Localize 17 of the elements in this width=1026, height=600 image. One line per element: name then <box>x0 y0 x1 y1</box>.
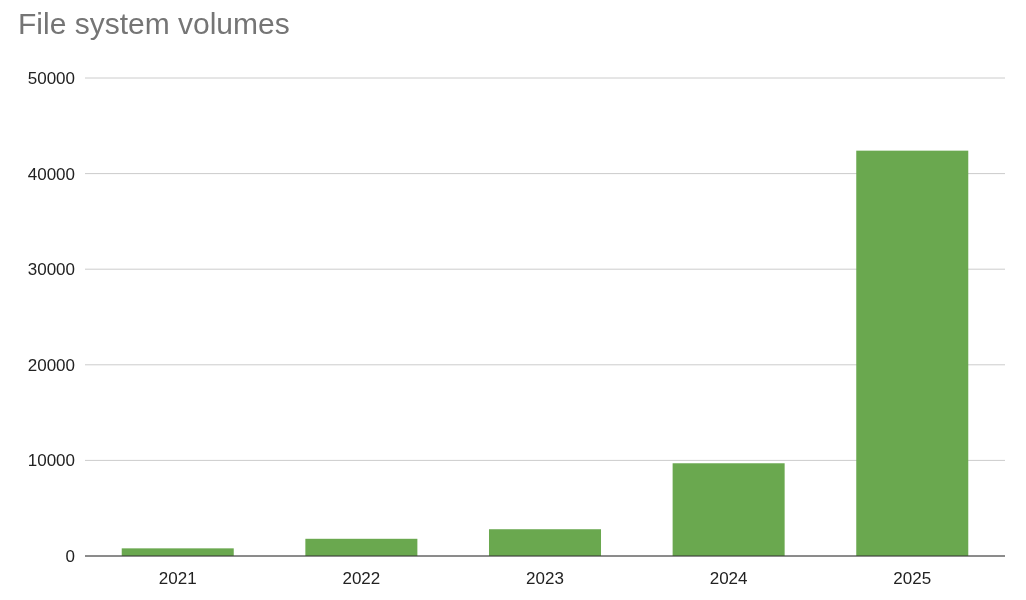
x-tick-label: 2023 <box>526 569 564 588</box>
chart-title: File system volumes <box>18 7 290 40</box>
y-tick-label: 20000 <box>27 355 75 375</box>
bar <box>672 463 785 556</box>
y-tick-label: 0 <box>65 546 75 566</box>
y-tick-label: 10000 <box>27 451 75 471</box>
y-tick-label: 40000 <box>27 164 75 184</box>
x-tick-label: 2022 <box>342 569 381 588</box>
y-tick-label: 30000 <box>27 260 75 280</box>
bar <box>121 548 234 556</box>
bar <box>305 538 418 556</box>
bar <box>488 529 602 556</box>
x-tick-label: 2025 <box>893 569 932 588</box>
bar <box>856 150 969 556</box>
x-tick-label: 2024 <box>709 569 748 588</box>
y-tick-label: 50000 <box>27 68 75 88</box>
x-tick-label: 2021 <box>158 569 197 588</box>
